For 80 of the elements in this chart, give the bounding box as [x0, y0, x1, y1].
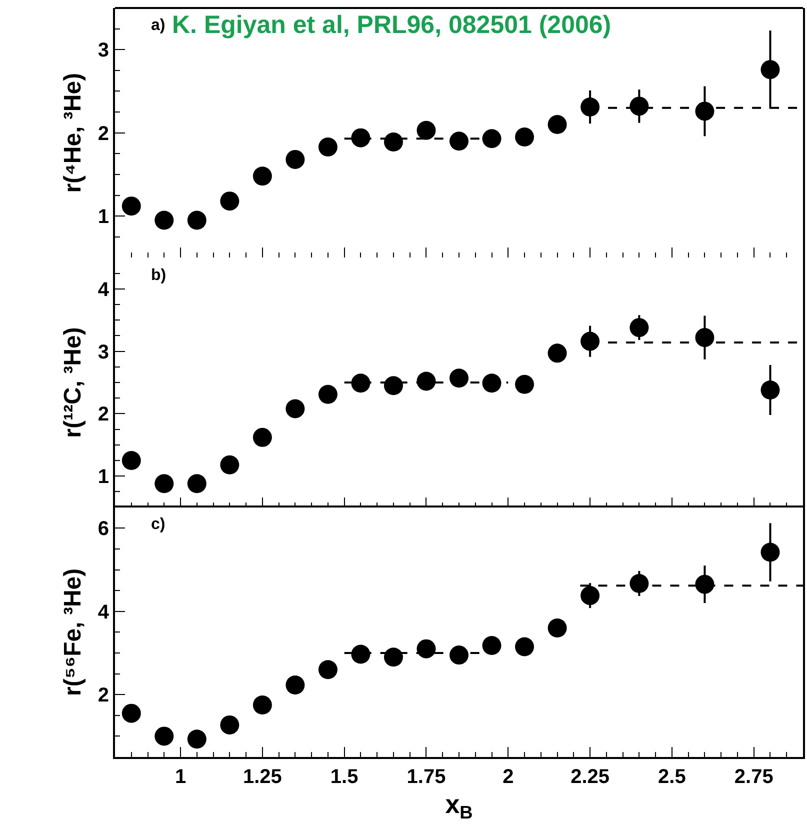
point — [351, 644, 370, 664]
point — [220, 715, 240, 734]
point — [450, 646, 468, 665]
x-tick-label: 2.5 — [658, 766, 686, 788]
y-tick-label: 3 — [98, 40, 109, 62]
y-tick-label: 2 — [98, 122, 109, 145]
point — [760, 380, 780, 400]
y-tick-label: 1 — [98, 206, 109, 228]
point — [187, 474, 206, 494]
y-axis-title: r(¹²C, ³He) — [59, 327, 86, 438]
x-tick-label: 1.75 — [406, 766, 446, 788]
point — [695, 102, 714, 121]
point — [416, 372, 436, 391]
point — [252, 695, 272, 714]
y-tick-label: 1 — [98, 466, 109, 488]
y-tick-label: 2 — [98, 684, 109, 707]
point — [286, 150, 305, 169]
point — [515, 374, 534, 394]
point — [318, 660, 338, 680]
annotation: b) — [151, 267, 166, 284]
point — [416, 639, 436, 658]
annotation: K. Egiyan et al, PRL96, 082501 (2006) — [172, 11, 612, 39]
y-tick-label: 3 — [98, 341, 109, 364]
point — [548, 344, 567, 363]
point — [482, 129, 502, 148]
y-axis-title: r(⁵⁶Fe, ³He) — [59, 568, 86, 696]
point — [154, 210, 174, 230]
point — [187, 210, 206, 230]
point — [695, 574, 714, 594]
point — [154, 726, 174, 746]
point — [154, 474, 174, 494]
y-tick-label: 4 — [98, 601, 110, 624]
y-axis-title: r(⁴He, ³He) — [59, 72, 86, 193]
x-tick-label: 2.75 — [734, 766, 774, 788]
x-tick-label: 1.5 — [330, 766, 358, 788]
x-tick-label: 1.25 — [242, 766, 282, 788]
point — [416, 120, 436, 140]
point — [580, 586, 600, 606]
point — [220, 192, 240, 211]
point — [630, 574, 649, 593]
x-tick-label: 1 — [174, 766, 186, 788]
point — [630, 96, 649, 116]
point — [286, 399, 305, 418]
point — [220, 455, 240, 474]
point — [580, 98, 600, 117]
point — [351, 374, 370, 393]
point — [187, 730, 206, 749]
y-tick-label: 6 — [98, 518, 109, 540]
annotation: c) — [151, 516, 166, 533]
x-axis-title: x$_{B}$ — [445, 789, 473, 823]
annotation: a) — [151, 17, 166, 34]
point — [450, 132, 468, 151]
point — [630, 318, 649, 338]
y-tick-label: 2 — [98, 404, 109, 426]
point — [351, 128, 370, 148]
point — [318, 137, 338, 156]
point — [286, 676, 305, 695]
point — [384, 132, 403, 152]
point — [515, 127, 534, 146]
point — [384, 376, 403, 396]
point — [760, 60, 780, 80]
point — [482, 374, 502, 393]
point — [548, 115, 567, 134]
point — [122, 451, 141, 470]
y-tick-label: 4 — [98, 278, 110, 301]
point — [252, 166, 272, 186]
point — [695, 328, 714, 348]
point — [122, 704, 141, 723]
point — [318, 384, 338, 404]
point — [580, 332, 600, 351]
point — [384, 648, 403, 667]
point — [515, 637, 534, 656]
point — [450, 368, 468, 388]
point — [122, 196, 141, 216]
point — [760, 542, 780, 562]
x-tick-label: 2 — [502, 766, 514, 788]
point — [548, 618, 567, 638]
point — [482, 636, 502, 655]
x-tick-label: 2.25 — [570, 766, 610, 788]
point — [252, 428, 272, 447]
